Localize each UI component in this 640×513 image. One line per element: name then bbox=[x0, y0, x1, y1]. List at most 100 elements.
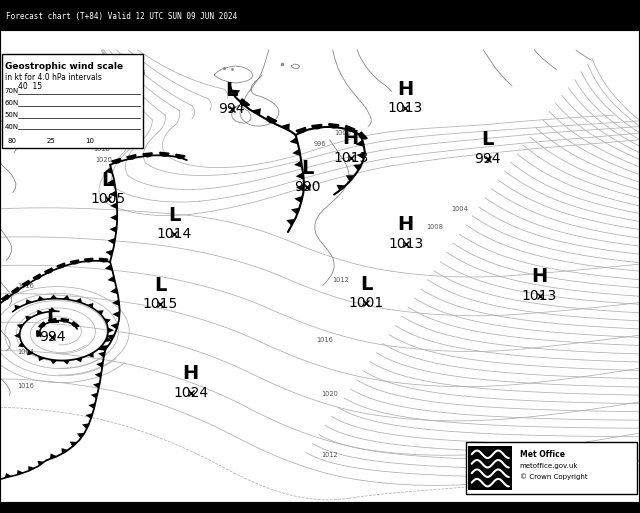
Polygon shape bbox=[280, 124, 290, 131]
Polygon shape bbox=[346, 175, 355, 182]
Text: 1013: 1013 bbox=[387, 101, 423, 115]
Text: 40N: 40N bbox=[4, 124, 19, 130]
Polygon shape bbox=[160, 152, 169, 156]
Polygon shape bbox=[98, 351, 105, 358]
Polygon shape bbox=[38, 322, 45, 327]
Text: H: H bbox=[397, 215, 414, 234]
Text: 1000: 1000 bbox=[125, 83, 141, 89]
Text: L: L bbox=[360, 275, 372, 294]
Text: Met Office: Met Office bbox=[520, 450, 564, 459]
Polygon shape bbox=[26, 315, 32, 321]
Text: 1015: 1015 bbox=[142, 298, 178, 311]
Polygon shape bbox=[70, 260, 79, 264]
Polygon shape bbox=[17, 470, 24, 475]
Bar bbox=[466, 442, 637, 494]
Polygon shape bbox=[22, 281, 29, 286]
Polygon shape bbox=[49, 319, 56, 322]
Text: 1012: 1012 bbox=[321, 452, 338, 458]
Polygon shape bbox=[14, 333, 20, 339]
Text: 40  15: 40 15 bbox=[18, 82, 42, 91]
Polygon shape bbox=[12, 287, 19, 292]
Polygon shape bbox=[359, 132, 367, 139]
Polygon shape bbox=[105, 337, 111, 342]
Polygon shape bbox=[111, 323, 118, 329]
Polygon shape bbox=[37, 296, 45, 301]
Polygon shape bbox=[108, 276, 115, 283]
Polygon shape bbox=[110, 288, 118, 294]
Text: 1004: 1004 bbox=[102, 94, 119, 101]
Polygon shape bbox=[88, 403, 95, 409]
Polygon shape bbox=[356, 140, 364, 147]
Text: 1001: 1001 bbox=[348, 297, 384, 310]
Text: L: L bbox=[481, 130, 494, 149]
Polygon shape bbox=[97, 310, 104, 315]
Text: 1020: 1020 bbox=[321, 391, 338, 397]
Text: L: L bbox=[154, 276, 166, 295]
Text: H: H bbox=[531, 267, 548, 286]
Polygon shape bbox=[93, 382, 100, 388]
Polygon shape bbox=[107, 334, 115, 341]
Polygon shape bbox=[63, 295, 70, 300]
Text: 1018: 1018 bbox=[93, 146, 110, 152]
Polygon shape bbox=[329, 124, 339, 128]
Polygon shape bbox=[38, 461, 44, 466]
Polygon shape bbox=[50, 453, 57, 459]
Text: 994: 994 bbox=[39, 329, 66, 344]
Text: 1013: 1013 bbox=[388, 237, 424, 251]
Text: 1008: 1008 bbox=[427, 224, 444, 230]
Text: 1024: 1024 bbox=[173, 386, 208, 400]
Polygon shape bbox=[241, 99, 250, 106]
Polygon shape bbox=[105, 264, 113, 271]
Text: 1012: 1012 bbox=[332, 277, 349, 283]
Polygon shape bbox=[294, 196, 303, 203]
Polygon shape bbox=[127, 155, 136, 159]
Polygon shape bbox=[294, 161, 302, 168]
Text: 1012: 1012 bbox=[93, 122, 109, 128]
Text: 1016: 1016 bbox=[317, 337, 333, 343]
Polygon shape bbox=[45, 268, 52, 273]
Bar bbox=[2, 54, 143, 148]
Polygon shape bbox=[36, 331, 40, 337]
Polygon shape bbox=[61, 448, 68, 453]
Polygon shape bbox=[26, 299, 32, 304]
Polygon shape bbox=[290, 137, 298, 145]
Polygon shape bbox=[109, 191, 116, 198]
Polygon shape bbox=[296, 172, 303, 180]
Polygon shape bbox=[50, 360, 58, 364]
Polygon shape bbox=[95, 372, 102, 378]
Polygon shape bbox=[337, 185, 346, 191]
Polygon shape bbox=[33, 274, 40, 279]
Text: 990: 990 bbox=[294, 180, 321, 194]
Text: 994: 994 bbox=[218, 103, 245, 116]
Polygon shape bbox=[113, 311, 120, 318]
Polygon shape bbox=[292, 149, 300, 156]
Text: 994: 994 bbox=[474, 152, 501, 166]
Polygon shape bbox=[112, 299, 119, 306]
Polygon shape bbox=[70, 442, 77, 447]
Polygon shape bbox=[72, 322, 79, 327]
Text: © Crown Copyright: © Crown Copyright bbox=[520, 473, 588, 480]
Polygon shape bbox=[110, 214, 117, 221]
Polygon shape bbox=[96, 362, 103, 368]
Polygon shape bbox=[27, 350, 34, 356]
Polygon shape bbox=[230, 90, 240, 96]
Text: 1008: 1008 bbox=[95, 108, 112, 114]
Text: L: L bbox=[101, 171, 114, 190]
Polygon shape bbox=[106, 249, 113, 256]
Polygon shape bbox=[105, 167, 113, 174]
Polygon shape bbox=[176, 154, 185, 159]
Text: 996: 996 bbox=[314, 141, 326, 147]
Text: H: H bbox=[397, 80, 413, 98]
Text: 1004: 1004 bbox=[17, 349, 34, 354]
Text: 80: 80 bbox=[7, 138, 16, 144]
Polygon shape bbox=[86, 413, 93, 419]
Text: L: L bbox=[301, 159, 314, 177]
Polygon shape bbox=[15, 305, 21, 310]
Polygon shape bbox=[28, 466, 35, 471]
Text: 1016: 1016 bbox=[92, 134, 109, 141]
Text: metoffice.gov.uk: metoffice.gov.uk bbox=[520, 463, 578, 469]
Polygon shape bbox=[38, 356, 45, 361]
Polygon shape bbox=[84, 259, 93, 262]
Text: 996: 996 bbox=[133, 70, 146, 75]
Text: 1020: 1020 bbox=[95, 157, 112, 163]
